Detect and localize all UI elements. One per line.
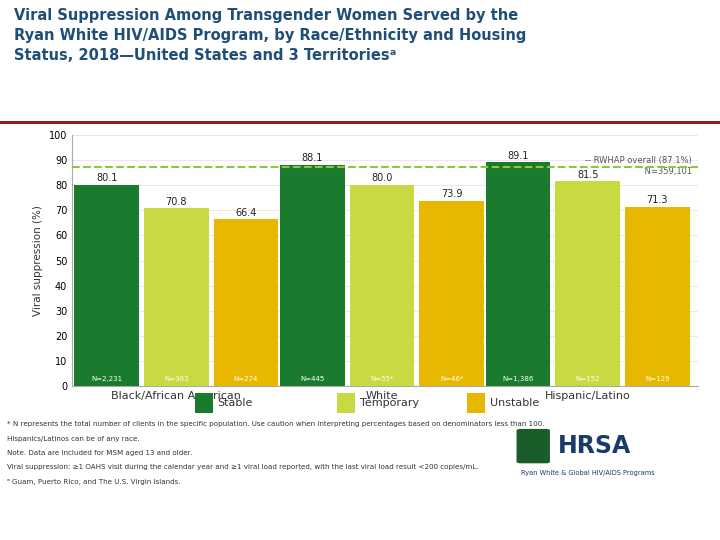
Text: HRSA: HRSA <box>558 434 631 458</box>
Text: N=152: N=152 <box>575 376 600 382</box>
FancyBboxPatch shape <box>516 429 550 463</box>
Bar <box>419 200 484 386</box>
Bar <box>486 163 550 386</box>
Text: 88.1: 88.1 <box>302 153 323 163</box>
Text: N=2,231: N=2,231 <box>91 376 122 382</box>
Text: Note. Data are included for MSM aged 13 and older.: Note. Data are included for MSM aged 13 … <box>7 450 192 456</box>
Text: N=129: N=129 <box>645 376 670 382</box>
Bar <box>350 185 415 386</box>
Text: Stable: Stable <box>217 398 253 408</box>
Text: N=445: N=445 <box>300 376 325 382</box>
Text: ᵃ Guam, Puerto Rico, and The U.S. Virgin Islands.: ᵃ Guam, Puerto Rico, and The U.S. Virgin… <box>7 479 181 485</box>
Bar <box>625 207 690 386</box>
Bar <box>74 185 139 386</box>
Text: 81.5: 81.5 <box>577 170 598 180</box>
Bar <box>337 393 356 413</box>
Text: 80.0: 80.0 <box>372 173 392 184</box>
Text: Viral suppression: ≥1 OAHS visit during the calendar year and ≥1 viral load repo: Viral suppression: ≥1 OAHS visit during … <box>7 464 479 470</box>
Text: Hispanics/Latinos can be of any race.: Hispanics/Latinos can be of any race. <box>7 436 140 442</box>
Text: Unstable: Unstable <box>490 398 539 408</box>
Text: N=363: N=363 <box>164 376 189 382</box>
Text: 71.3: 71.3 <box>647 195 668 205</box>
Bar <box>214 219 279 386</box>
Text: Viral Suppression Among Transgender Women Served by the
Ryan White HIV/AIDS Prog: Viral Suppression Among Transgender Wome… <box>14 8 526 64</box>
Text: 70.8: 70.8 <box>166 197 187 207</box>
Text: N=55*: N=55* <box>370 376 394 382</box>
Text: * N represents the total number of clients in the specific population. Use cauti: * N represents the total number of clien… <box>7 421 544 427</box>
Text: 89.1: 89.1 <box>508 151 528 160</box>
Text: Ryan White & Global HIV/AIDS Programs: Ryan White & Global HIV/AIDS Programs <box>521 470 654 476</box>
Bar <box>280 165 345 386</box>
Text: N=274: N=274 <box>234 376 258 382</box>
Y-axis label: Viral suppression (%): Viral suppression (%) <box>33 205 43 316</box>
Text: 80.1: 80.1 <box>96 173 117 183</box>
Text: -- RWHAP overall (87.1%): -- RWHAP overall (87.1%) <box>585 156 692 165</box>
Text: N=46*: N=46* <box>440 376 464 382</box>
Text: 73.9: 73.9 <box>441 189 462 199</box>
Bar <box>144 208 209 386</box>
Text: 66.4: 66.4 <box>235 207 257 218</box>
Bar <box>555 181 620 386</box>
Text: N=359,101: N=359,101 <box>634 167 692 176</box>
Bar <box>467 393 485 413</box>
Text: N=1,386: N=1,386 <box>503 376 534 382</box>
Text: Temporary: Temporary <box>360 398 419 408</box>
Bar <box>194 393 213 413</box>
Text: Source: HRSA. Ryan White HIV/AIDS Program Services Report (RSR) 2018. Does not i: Source: HRSA. Ryan White HIV/AIDS Progra… <box>7 514 480 521</box>
